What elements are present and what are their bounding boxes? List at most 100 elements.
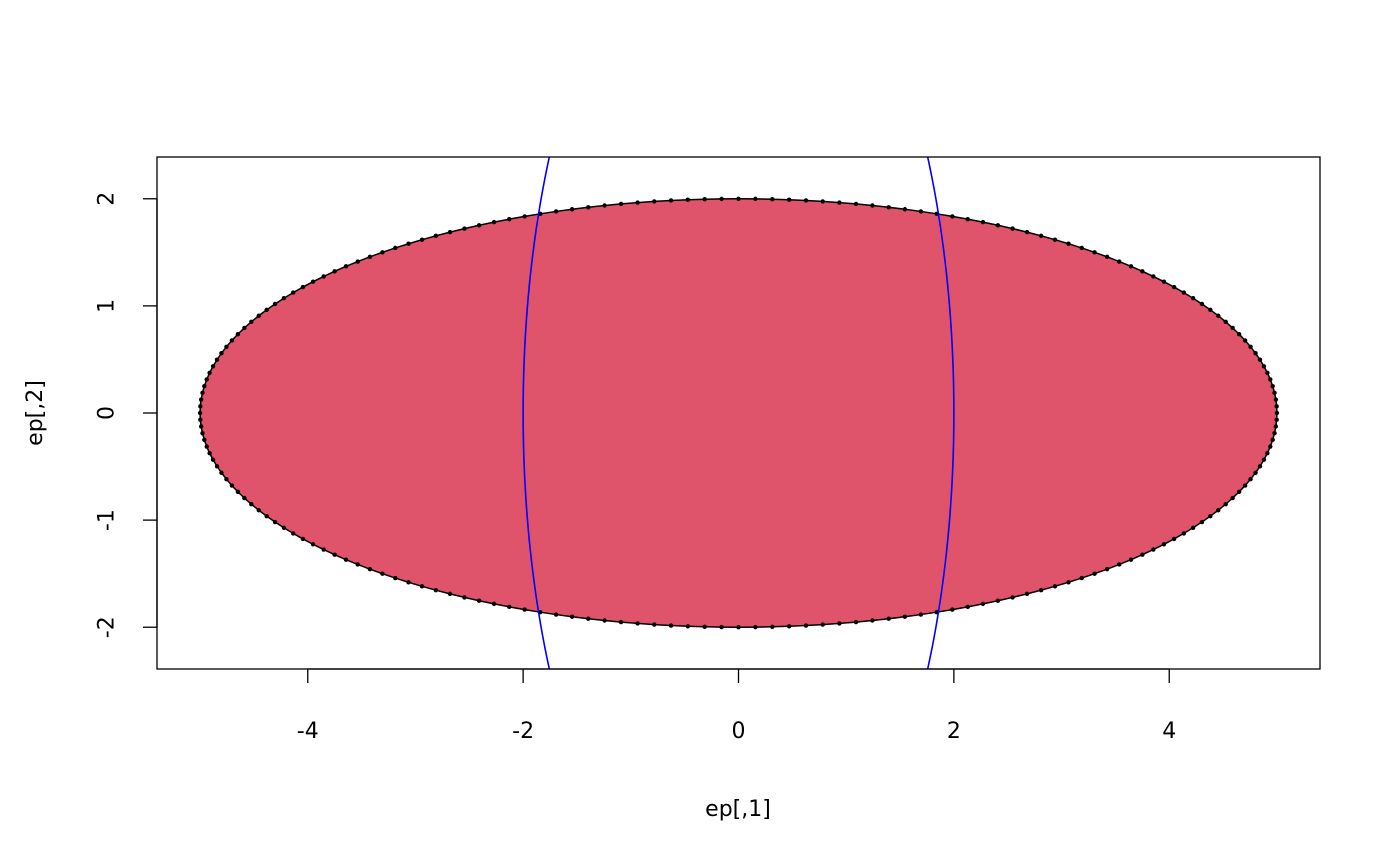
data-point <box>380 250 385 255</box>
data-point <box>207 450 212 456</box>
data-point <box>522 607 527 612</box>
data-point <box>249 502 254 507</box>
data-point <box>1161 279 1167 284</box>
data-point <box>462 226 467 231</box>
data-point <box>200 430 205 436</box>
data-point <box>837 200 842 205</box>
data-point <box>219 470 224 475</box>
data-point <box>1181 290 1187 295</box>
data-point <box>753 196 758 202</box>
data-point <box>406 580 411 585</box>
data-point <box>1079 245 1084 251</box>
data-point <box>380 571 385 576</box>
data-point <box>264 514 269 519</box>
data-point <box>1117 259 1122 264</box>
data-point <box>803 623 809 628</box>
data-point <box>1272 390 1277 396</box>
data-point <box>198 417 203 422</box>
data-point <box>886 616 891 621</box>
data-point <box>837 621 842 626</box>
data-point <box>1236 331 1242 337</box>
y-tick-label: -2 <box>95 616 120 638</box>
data-point <box>965 216 970 222</box>
data-point <box>235 331 241 337</box>
data-point <box>1151 547 1156 552</box>
data-point <box>406 241 411 246</box>
data-point <box>242 325 247 331</box>
data-point <box>476 223 482 228</box>
data-point <box>1265 450 1270 456</box>
data-point <box>902 207 908 212</box>
data-point <box>1248 344 1253 350</box>
data-point <box>668 623 674 628</box>
data-point <box>1270 437 1275 443</box>
data-point <box>1274 410 1280 416</box>
data-point <box>210 364 216 369</box>
x-tick-label: 2 <box>947 719 961 744</box>
data-point <box>668 198 674 203</box>
data-point <box>300 536 306 542</box>
data-point <box>290 290 296 295</box>
y-axis: -2 -1 0 1 2 <box>95 192 158 638</box>
data-point <box>249 319 254 324</box>
data-point <box>507 216 512 222</box>
data-point <box>965 604 970 610</box>
data-point <box>1273 397 1279 402</box>
data-point <box>1223 502 1228 507</box>
data-point <box>507 604 512 610</box>
data-point <box>1274 404 1279 409</box>
data-point <box>1208 514 1213 519</box>
data-point <box>367 566 373 572</box>
data-point <box>433 587 439 593</box>
data-point <box>918 209 924 214</box>
data-point <box>886 205 891 210</box>
data-point <box>1104 254 1110 260</box>
data-point <box>618 201 624 207</box>
data-point <box>1128 264 1134 269</box>
data-point <box>476 598 482 603</box>
x-axis-label: ep[,1] <box>705 797 771 822</box>
data-point <box>618 619 624 625</box>
data-point <box>1216 313 1221 318</box>
data-point <box>770 624 775 630</box>
data-point <box>736 196 741 201</box>
data-point <box>256 508 261 513</box>
data-point <box>522 214 527 219</box>
data-point <box>902 614 908 619</box>
data-point <box>1190 296 1196 301</box>
data-point <box>1257 357 1263 362</box>
data-point <box>1104 566 1110 572</box>
data-point <box>355 562 360 567</box>
data-point <box>332 552 337 557</box>
data-point <box>214 357 220 362</box>
data-point <box>219 351 224 356</box>
data-point <box>753 624 758 630</box>
data-point <box>224 476 229 482</box>
data-point <box>1024 229 1030 235</box>
data-point <box>918 612 924 617</box>
y-tick-label: -1 <box>95 509 120 531</box>
y-tick-label: 1 <box>95 299 120 313</box>
data-point <box>1230 495 1235 501</box>
data-point <box>321 274 326 279</box>
data-point <box>1171 536 1177 542</box>
data-point <box>1268 444 1273 449</box>
data-point <box>1161 542 1167 547</box>
data-point <box>321 547 326 552</box>
data-point <box>950 214 955 219</box>
data-point <box>229 483 235 488</box>
data-point <box>586 205 591 210</box>
data-point <box>332 269 337 274</box>
data-point <box>853 619 859 625</box>
data-point <box>355 259 360 264</box>
data-point <box>980 219 986 225</box>
data-point <box>1052 584 1058 589</box>
data-point <box>393 575 398 581</box>
data-point <box>1261 457 1267 462</box>
data-point <box>635 200 640 205</box>
data-point <box>685 624 691 629</box>
data-point <box>1248 476 1253 482</box>
data-point <box>1199 301 1205 307</box>
data-point <box>569 207 575 212</box>
data-point <box>853 201 859 207</box>
